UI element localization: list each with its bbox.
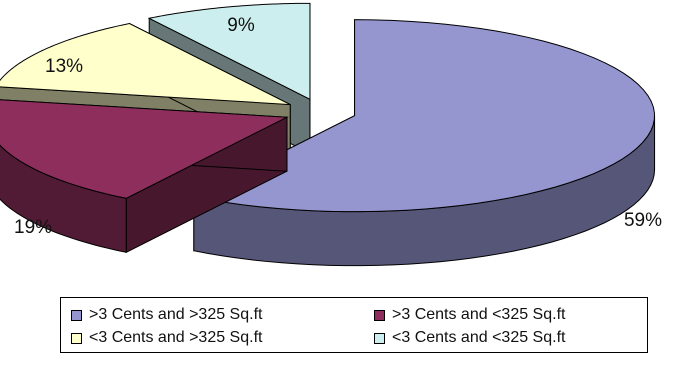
legend-item-1: >3 Cents and >325 Sq.ft: [71, 306, 262, 324]
pie-slice-3-top: [0, 23, 291, 106]
legend-swatch-4: [374, 332, 385, 344]
pie-percent-labels: 59% 19% 13% 9%: [14, 15, 662, 238]
legend-label-2: >3 Cents and <325 Sq.ft: [392, 306, 566, 323]
pie-slice-1: [192, 19, 656, 267]
pie-slice-4-top: [147, 2, 311, 101]
chart-legend: >3 Cents and >325 Sq.ft >3 Cents and <32…: [60, 297, 648, 353]
pie-slices: [0, 2, 656, 267]
legend-label-4: <3 Cents and <325 Sq.ft: [392, 329, 566, 346]
pie-slice-2-top: [0, 99, 289, 199]
pie-percent-label-4: 9%: [227, 15, 255, 36]
pie-percent-label-2: 19%: [14, 217, 52, 238]
pie-percent-label-1: 59%: [624, 210, 662, 231]
legend-item-2: >3 Cents and <325 Sq.ft: [374, 306, 565, 324]
legend-swatch-2: [374, 309, 385, 321]
pie-slice-1-top: [192, 19, 655, 213]
legend-label-3: <3 Cents and >325 Sq.ft: [89, 329, 263, 346]
pie-slice-2: [0, 99, 289, 254]
pie-percent-label-3: 13%: [45, 56, 83, 77]
legend-item-4: <3 Cents and <325 Sq.ft: [374, 329, 565, 347]
legend-item-3: <3 Cents and >325 Sq.ft: [71, 329, 262, 347]
legend-swatch-1: [71, 309, 82, 321]
legend-swatch-3: [71, 332, 82, 344]
legend-label-1: >3 Cents and >325 Sq.ft: [89, 306, 263, 323]
